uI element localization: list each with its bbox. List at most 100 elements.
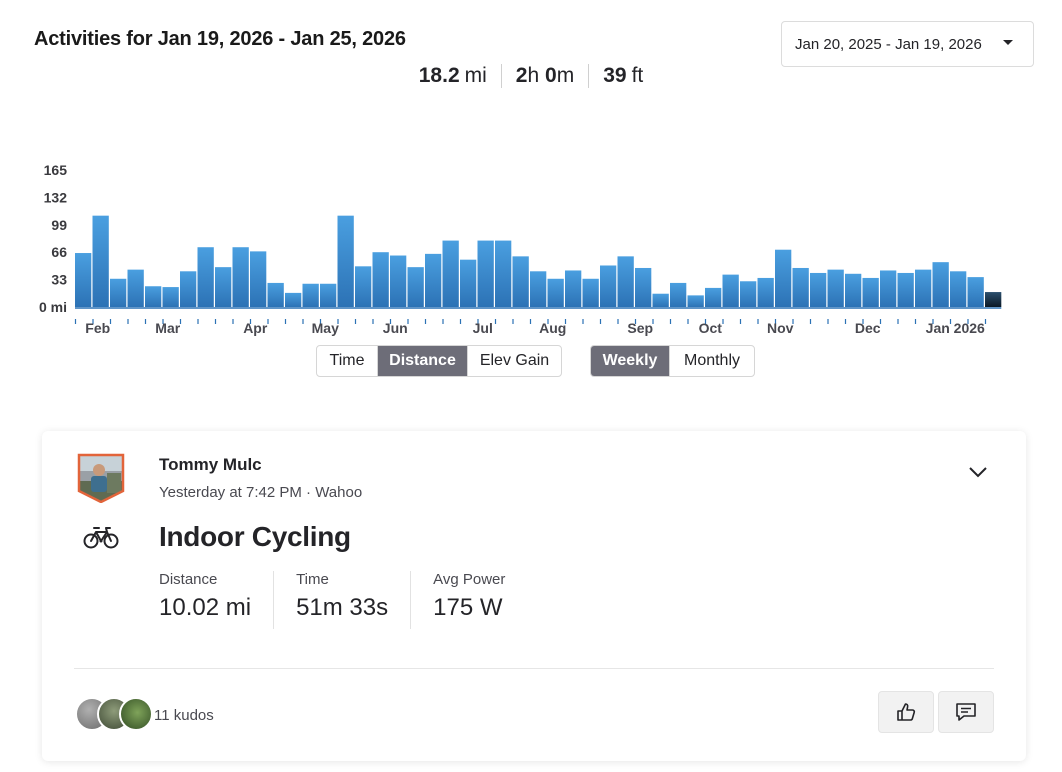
bar: [197, 247, 214, 307]
stat-value: 10.02 mi: [159, 594, 252, 621]
stat-value: 175 W: [433, 594, 503, 621]
metric-time-button[interactable]: Time: [317, 346, 378, 376]
x-tick-label: Nov: [767, 320, 794, 336]
bar: [302, 283, 319, 307]
bar: [827, 269, 844, 307]
bar: [127, 269, 144, 307]
bar: [810, 272, 827, 307]
x-tick-label: Jan 2026: [926, 320, 985, 336]
bar: [390, 255, 407, 307]
bar: [932, 262, 949, 307]
total-time-hours: 2: [515, 64, 528, 87]
caret-down-icon: [1003, 40, 1013, 45]
x-tick-label: Jun: [383, 320, 408, 336]
kudos-count[interactable]: 11 kudos: [154, 707, 214, 724]
stat-value: 51m 33s: [296, 594, 389, 621]
kudo-avatars[interactable]: [75, 697, 155, 733]
page-title: Activities for Jan 19, 2026 - Jan 25, 20…: [34, 28, 406, 50]
bar: [75, 253, 92, 307]
activity-meta: Yesterday at 7:42 PM · Wahoo: [159, 484, 363, 501]
total-time-minutes-unit: m: [556, 64, 575, 87]
bar: [600, 265, 617, 307]
bar: [110, 278, 127, 307]
bar: [495, 240, 512, 307]
bar: [215, 267, 232, 307]
x-tick-label: Apr: [243, 320, 268, 336]
thumbs-up-icon: [897, 703, 916, 721]
bar: [267, 282, 284, 307]
bar: [425, 253, 442, 307]
y-tick-label: 132: [44, 189, 68, 205]
bar: [845, 273, 862, 307]
activity-stats: Distance 10.02 mi Time 51m 33s Avg Power…: [159, 571, 549, 629]
stat-label: Time: [296, 571, 329, 588]
bar: [722, 274, 739, 307]
period-weekly-button[interactable]: Weekly: [591, 346, 670, 376]
bar: [477, 240, 494, 307]
bar: [337, 215, 354, 307]
bar: [950, 271, 967, 307]
bar: [985, 292, 1002, 307]
bar: [967, 277, 984, 307]
metric-distance-button[interactable]: Distance: [378, 346, 468, 376]
bar: [617, 256, 634, 307]
total-elevation: 39 ft: [588, 64, 657, 88]
stat-label: Distance: [159, 571, 218, 588]
bar: [407, 267, 424, 307]
x-tick-label: Dec: [855, 320, 881, 336]
bar: [512, 256, 529, 307]
bar: [180, 271, 197, 307]
bar: [320, 283, 337, 307]
bar: [460, 259, 477, 307]
bar: [530, 271, 547, 307]
y-tick-label: 99: [51, 217, 67, 233]
chevron-down-icon[interactable]: [968, 465, 988, 479]
bar: [565, 270, 582, 307]
bar: [162, 287, 179, 307]
comment-button[interactable]: [938, 691, 994, 733]
bar: [792, 267, 809, 307]
card-divider: [74, 668, 994, 669]
bar: [897, 272, 914, 307]
bar: [250, 251, 267, 307]
stat-label: Avg Power: [433, 571, 506, 588]
x-tick-label: Sep: [627, 320, 653, 336]
bar: [635, 267, 652, 307]
x-tick-label: May: [312, 320, 339, 336]
total-time-minutes: 0: [545, 64, 557, 87]
total-distance-unit: mi: [464, 64, 487, 87]
metric-elev-gain-button[interactable]: Elev Gain: [479, 352, 550, 369]
stat-time: Time 51m 33s: [296, 571, 412, 629]
x-tick-label: Oct: [699, 320, 723, 336]
total-elevation-unit: ft: [631, 64, 644, 87]
total-distance-value: 18.2: [418, 64, 460, 87]
bar: [547, 278, 564, 307]
kudo-button[interactable]: [878, 691, 934, 733]
bar: [652, 293, 669, 307]
x-tick-label: Jul: [473, 320, 493, 336]
y-tick-label: 66: [51, 244, 67, 260]
y-tick-label: 0 mi: [39, 299, 67, 315]
kudoer-avatar: [119, 697, 153, 731]
bar: [285, 292, 302, 307]
stat-avg-power: Avg Power 175 W: [433, 571, 527, 629]
date-range-dropdown[interactable]: Jan 20, 2025 - Jan 19, 2026: [781, 21, 1034, 67]
date-range-label: Jan 20, 2025 - Jan 19, 2026: [795, 35, 982, 53]
total-elevation-value: 39: [603, 64, 627, 87]
x-tick-label: Feb: [85, 320, 110, 336]
bar: [92, 215, 109, 307]
bar: [372, 252, 389, 307]
bar: [687, 295, 704, 307]
athlete-name[interactable]: Tommy Mulc: [159, 455, 262, 474]
bar: [145, 286, 162, 307]
bar: [705, 287, 722, 307]
athlete-avatar[interactable]: [77, 453, 125, 503]
period-monthly-button[interactable]: Monthly: [683, 352, 741, 369]
bar: [740, 281, 757, 307]
bar: [670, 282, 687, 307]
metric-toggle: Time Distance Elev Gain: [316, 345, 562, 377]
activity-title[interactable]: Indoor Cycling: [159, 521, 351, 552]
y-tick-label: 33: [51, 272, 67, 288]
